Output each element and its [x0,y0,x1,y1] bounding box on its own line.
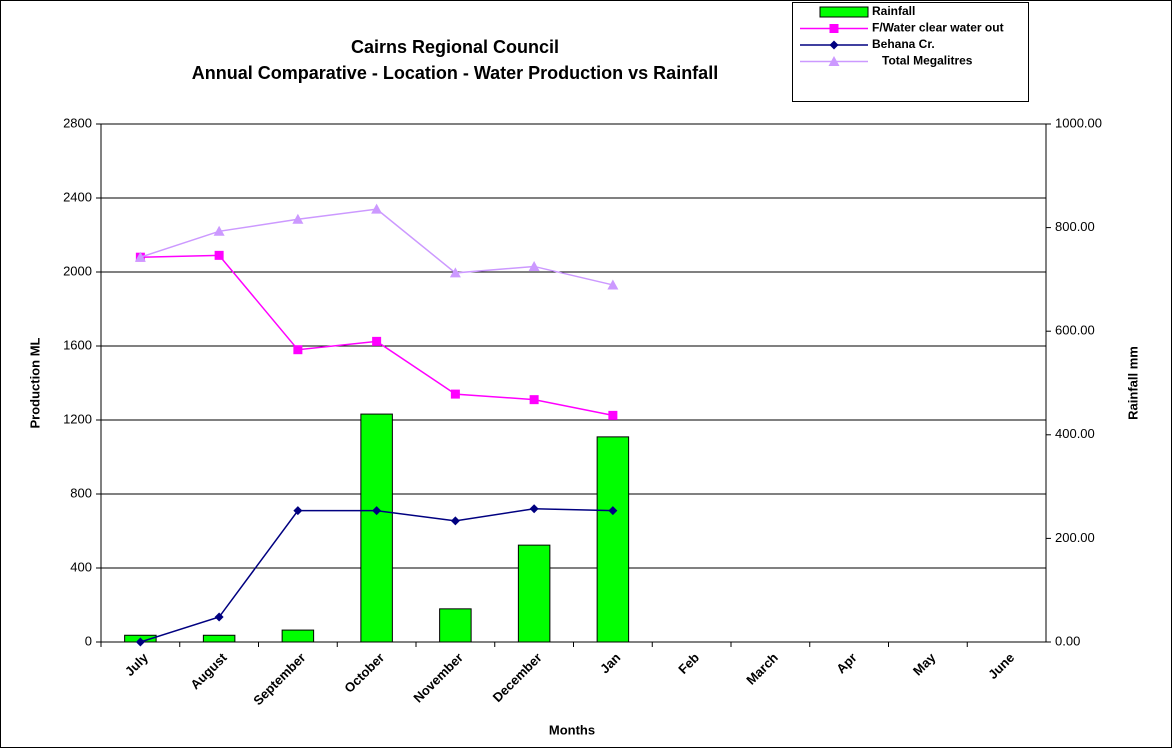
y-tick-label: 1200 [63,411,92,426]
point-marker [607,279,619,290]
point-marker [450,389,460,399]
x-axis-label: Months [549,722,595,737]
point-marker [450,516,460,526]
bar [360,413,393,643]
y-tick-label: 0 [85,633,92,648]
legend-marker [829,40,839,50]
y-tick-label: 800 [70,485,92,500]
chart-subtitle: Annual Comparative - Location - Water Pr… [192,63,718,83]
legend-marker [828,56,840,66]
y2-tick-label: 600.00 [1055,323,1095,338]
bar [517,544,551,643]
y-tick-label: 2800 [63,115,92,130]
y2-tick-label: 400.00 [1055,426,1095,441]
point-marker [134,251,146,262]
point-marker [372,506,382,516]
bar [281,629,315,643]
point-marker [293,506,303,516]
y2-axis-label: Rainfall mm [1125,346,1140,420]
legend-marker [829,24,839,33]
point-marker [529,504,539,514]
point-marker [214,612,224,622]
point-marker [608,410,618,420]
y2-tick-label: 200.00 [1055,530,1095,545]
point-marker [372,336,382,346]
legend-label: Behana Cr. [872,37,935,51]
bar [439,608,472,643]
chart-title: Cairns Regional Council [351,37,559,57]
point-marker [213,225,225,236]
legend-label: Rainfall [872,4,915,18]
bar [202,634,236,643]
point-marker [449,267,461,278]
point-marker [292,213,304,224]
point-marker [135,637,145,647]
y-axis-label: Production ML [27,337,42,428]
y2-tick-label: 0.00 [1055,633,1080,648]
y-tick-label: 2000 [63,263,92,278]
legend-label: F/Water clear water out [872,21,1004,35]
point-marker [608,506,618,516]
legend-swatch [819,6,869,18]
plot-area [100,123,1047,643]
point-marker [529,395,539,405]
point-marker [528,260,540,271]
y-tick-label: 1600 [63,337,92,352]
legend-label: Total Megalitres [882,54,973,68]
y-tick-label: 400 [70,559,92,574]
y2-tick-label: 1000.00 [1055,115,1102,130]
point-marker [371,203,383,214]
legend [792,2,1029,102]
y2-tick-label: 800.00 [1055,219,1095,234]
bar [596,436,630,643]
point-marker [293,345,303,355]
y-tick-label: 2400 [63,189,92,204]
point-marker [214,250,224,260]
